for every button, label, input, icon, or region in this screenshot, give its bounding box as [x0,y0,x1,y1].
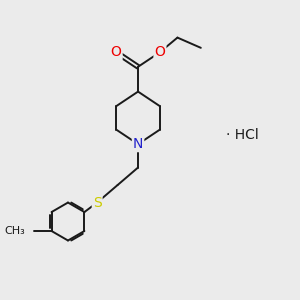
Text: N: N [133,137,143,151]
Text: · HCl: · HCl [226,128,258,142]
Text: O: O [111,45,122,59]
Text: S: S [93,196,101,209]
Text: O: O [154,45,165,59]
Text: CH₃: CH₃ [4,226,25,236]
